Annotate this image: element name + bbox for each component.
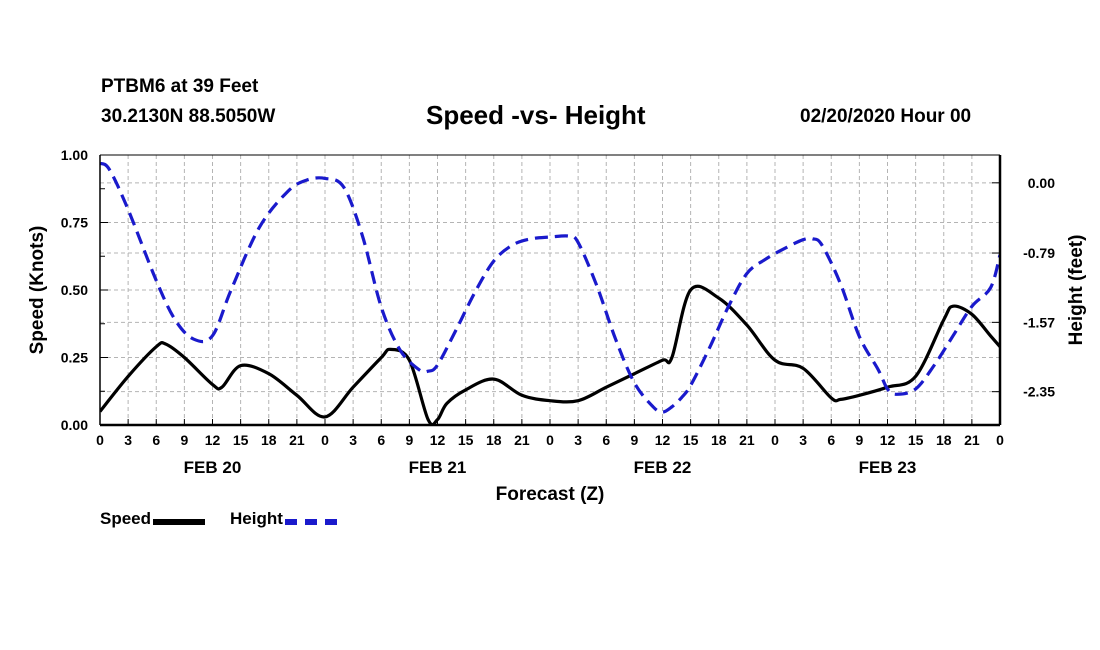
series-lines [100,161,1000,425]
day-label: FEB 20 [184,458,242,477]
y-tick-label: 0.00 [61,417,88,433]
day-label: FEB 21 [409,458,467,477]
forecast-datetime: 02/20/2020 Hour 00 [800,106,972,127]
x-tick-label: 12 [655,432,671,448]
chart-title: Speed -vs- Height [426,100,646,130]
x-tick-label: 21 [964,432,980,448]
y2-tick-label: -1.57 [1023,314,1055,330]
y2-tick-label: -2.35 [1023,384,1055,400]
x-tick-label: 3 [124,432,132,448]
x-tick-label: 15 [233,432,249,448]
x-tick-label: 18 [936,432,952,448]
coordinates-label: 30.2130N 88.5050W [101,106,276,127]
series-line-height [100,161,1000,414]
x-tick-label: 18 [711,432,727,448]
day-label: FEB 23 [859,458,917,477]
legend-height-label: Height [230,509,283,528]
x-tick-label: 9 [405,432,413,448]
legend-height-swatch [284,519,337,525]
grid-lines [100,155,1000,425]
x-tick-label: 6 [377,432,385,448]
x-tick-label: 6 [602,432,610,448]
legend-speed-label: Speed [100,509,152,528]
x-tick-label: 0 [996,432,1004,448]
y-tick-label: 0.75 [61,215,88,231]
x-tick-label: 12 [880,432,896,448]
x-tick-label: 3 [349,432,357,448]
x-tick-label: 21 [739,432,755,448]
x-tick-label: 6 [827,432,835,448]
series-line-speed [100,284,1000,425]
x-tick-label: 12 [430,432,446,448]
legend-speed: Speed [100,509,206,529]
y2-axis-label: Height (feet) [1066,235,1087,346]
x-tick-label: 0 [546,432,554,448]
x-tick-label: 12 [205,432,221,448]
y-axis-label: Speed (Knots) [27,226,48,355]
y-tick-label: 0.25 [61,350,88,366]
y2-tick-label: -0.79 [1023,245,1055,261]
x-tick-label: 18 [486,432,502,448]
x-tick-label: 3 [799,432,807,448]
x-tick-label: 9 [855,432,863,448]
x-tick-label: 0 [321,432,329,448]
x-axis-label: Forecast (Z) [496,484,605,505]
x-tick-label: 3 [574,432,582,448]
day-label: FEB 22 [634,458,692,477]
y-tick-label: 0.50 [61,282,88,298]
x-tick-label: 15 [458,432,474,448]
station-label: PTBM6 at 39 Feet [101,76,259,97]
axes: 0 3 6 9 12 15 18 21 0 3 6 9 12 15 18 21 0 3 6 9 12 15 18 21 0 3 6 9… [61,147,1055,477]
y2-tick-label: 0.00 [1028,175,1055,191]
legend-speed-swatch [153,519,206,525]
x-tick-label: 18 [261,432,277,448]
x-tick-label: 0 [96,432,104,448]
y-tick-label: 1.00 [61,147,88,163]
x-tick-label: 21 [514,432,530,448]
x-tick-label: 6 [152,432,160,448]
x-tick-label: 15 [683,432,699,448]
x-tick-label: 9 [630,432,638,448]
legend-height: Height [230,509,337,529]
x-tick-label: 15 [908,432,924,448]
x-tick-label: 0 [771,432,779,448]
x-tick-label: 9 [180,432,188,448]
x-tick-label: 21 [289,432,305,448]
